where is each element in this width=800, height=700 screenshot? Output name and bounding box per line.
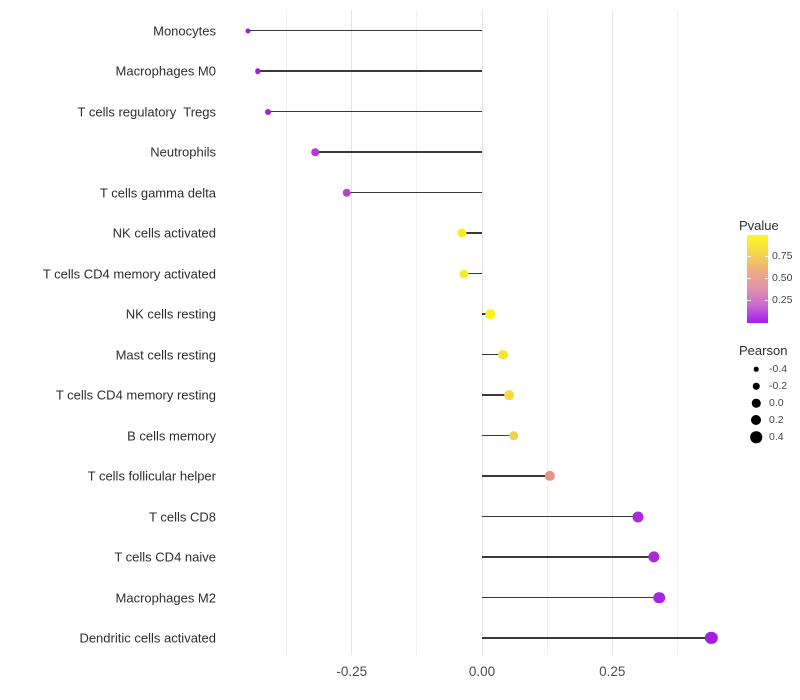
pearson-legend-label: 0.2 bbox=[769, 414, 784, 427]
pearson-legend: Pearson -0.4 -0.2 0.0 0.2 0.4 bbox=[739, 343, 799, 443]
pearson-legend-label: 0.0 bbox=[769, 397, 784, 410]
lollipop-dot bbox=[705, 631, 718, 645]
lollipop-stem bbox=[482, 394, 510, 396]
lollipop-stem bbox=[247, 29, 482, 32]
lollipop-dot bbox=[648, 551, 660, 563]
pvalue-legend: Pvalue 0.75 0.50 0.25 bbox=[739, 218, 799, 323]
lollipop-stem bbox=[346, 191, 482, 194]
major-gridline bbox=[611, 10, 613, 655]
pvalue-tick-mark bbox=[764, 255, 768, 257]
lollipop-stem bbox=[482, 596, 660, 599]
lollipop-stem bbox=[482, 475, 550, 477]
pvalue-legend-title: Pvalue bbox=[739, 218, 779, 233]
minor-gridline bbox=[416, 10, 418, 655]
pvalue-tick-label: 0.25 bbox=[772, 293, 793, 306]
lollipop-stem bbox=[482, 434, 514, 437]
pvalue-colorbar bbox=[747, 235, 768, 323]
lollipop-stem bbox=[482, 556, 654, 558]
lollipop-stem bbox=[315, 151, 482, 153]
pearson-legend-label: 0.4 bbox=[769, 431, 784, 444]
pearson-legend-dot bbox=[750, 431, 763, 444]
category-label: Dendritic cells activated bbox=[79, 630, 216, 646]
lollipop-stem bbox=[482, 353, 503, 356]
pvalue-tick-mark bbox=[747, 277, 751, 279]
lollipop-dot bbox=[265, 108, 272, 115]
pearson-legend-label: -0.2 bbox=[769, 380, 788, 393]
x-axis-tick-label: 0.00 bbox=[468, 664, 496, 679]
pearson-legend-dot bbox=[752, 399, 761, 408]
category-label: T cells CD4 memory resting bbox=[55, 387, 216, 403]
pearson-legend-dot bbox=[751, 415, 762, 426]
pearson-legend-title: Pearson bbox=[739, 343, 788, 358]
category-label: T cells CD8 bbox=[149, 509, 216, 524]
category-label: T cells CD4 naive bbox=[114, 549, 216, 565]
lollipop-dot bbox=[485, 309, 496, 319]
category-label: Macrophages M0 bbox=[115, 63, 216, 79]
pearson-legend-dot bbox=[753, 383, 760, 390]
major-gridline bbox=[481, 10, 483, 655]
category-label: Monocytes bbox=[153, 23, 216, 38]
lollipop-dot bbox=[544, 470, 555, 482]
category-label: B cells memory bbox=[127, 428, 216, 443]
x-axis-tick-label: -0.25 bbox=[336, 664, 368, 679]
pvalue-gradient bbox=[747, 235, 768, 323]
category-label: T cells regulatory Tregs bbox=[77, 104, 216, 119]
category-label: Mast cells resting bbox=[115, 347, 216, 362]
pvalue-tick-mark bbox=[747, 299, 751, 301]
lollipop-stem bbox=[482, 515, 639, 518]
lollipop-stem bbox=[463, 272, 482, 275]
category-label: NK cells resting bbox=[125, 306, 216, 322]
category-label: T cells gamma delta bbox=[99, 185, 216, 200]
lollipop-dot bbox=[245, 28, 251, 33]
major-gridline bbox=[351, 10, 353, 655]
category-label: Neutrophils bbox=[150, 144, 216, 160]
pearson-legend-dot bbox=[754, 367, 759, 372]
lollipop-dot bbox=[255, 68, 261, 74]
pvalue-tick-label: 0.75 bbox=[772, 249, 793, 262]
minor-gridline bbox=[546, 10, 548, 655]
lollipop-dot bbox=[508, 430, 519, 441]
x-axis-tick-label: 0.25 bbox=[599, 664, 626, 679]
lollipop-dot bbox=[459, 269, 469, 278]
lollipop-stem bbox=[268, 110, 482, 113]
lollipop-dot bbox=[457, 228, 467, 238]
category-label: NK cells activated bbox=[112, 225, 216, 241]
lollipop-dot bbox=[497, 349, 508, 360]
pearson-legend-label: -0.4 bbox=[769, 363, 788, 376]
lollipop-dot bbox=[632, 511, 644, 522]
minor-gridline bbox=[676, 10, 678, 655]
pvalue-tick-mark bbox=[764, 299, 768, 301]
lollipop-stem bbox=[257, 70, 482, 72]
minor-gridline bbox=[286, 10, 288, 655]
lollipop-dot bbox=[504, 390, 514, 400]
category-label: T cells follicular helper bbox=[87, 468, 216, 484]
lollipop-stem bbox=[482, 637, 712, 639]
pvalue-tick-mark bbox=[764, 277, 768, 279]
lollipop-stem bbox=[461, 232, 482, 234]
category-label: Macrophages M2 bbox=[115, 590, 216, 605]
pvalue-tick-mark bbox=[747, 255, 751, 257]
category-label: T cells CD4 memory activated bbox=[42, 266, 216, 281]
lollipop-dot bbox=[653, 591, 665, 604]
pvalue-tick-label: 0.50 bbox=[772, 271, 793, 284]
lollipop-dot bbox=[342, 188, 351, 197]
lollipop-dot bbox=[311, 148, 320, 156]
